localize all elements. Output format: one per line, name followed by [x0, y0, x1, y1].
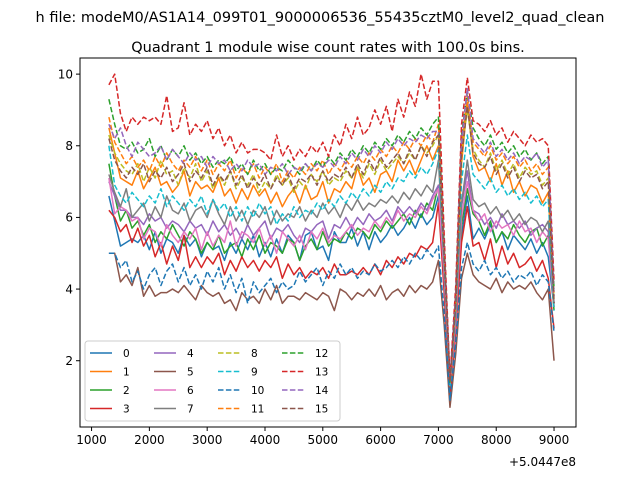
- legend-label-2: 2: [123, 385, 130, 397]
- x-tick-label: 4000: [250, 433, 281, 447]
- series-line-13: [108, 73, 555, 380]
- x-tick-label: 3000: [192, 433, 223, 447]
- x-tick-label: 7000: [423, 433, 454, 447]
- series-line-1: [108, 102, 555, 387]
- x-tick-label: 6000: [365, 433, 396, 447]
- series-line-5: [108, 252, 555, 409]
- y-tick-label: 2: [65, 354, 73, 368]
- legend-label-3: 3: [123, 403, 130, 415]
- legend-label-1: 1: [123, 366, 130, 378]
- legend-label-15: 15: [315, 403, 328, 415]
- series-line-15: [108, 105, 555, 383]
- legend-label-0: 0: [123, 348, 130, 360]
- series-line-6: [108, 177, 555, 387]
- y-tick-label: 4: [65, 282, 73, 296]
- series-line-2: [108, 163, 555, 391]
- plot-frame: [79, 57, 577, 428]
- x-axis: 1000 2000 3000 4000 5000 6000 7000 8000 9000: [76, 427, 569, 447]
- x-axis-offset-label: +5.0447e8: [509, 455, 576, 469]
- legend-label-4: 4: [187, 348, 194, 360]
- x-tick-label: 5000: [308, 433, 339, 447]
- legend-label-7: 7: [187, 403, 194, 415]
- legend-label-13: 13: [315, 366, 328, 378]
- figure-suptitle: h file: modeM0/AS1A14_099T01_9000006536_…: [36, 10, 605, 26]
- legend-label-5: 5: [187, 366, 194, 378]
- legend-label-12: 12: [315, 348, 328, 360]
- series-lines: [108, 73, 555, 409]
- legend-label-6: 6: [187, 385, 194, 397]
- legend-label-10: 10: [251, 385, 264, 397]
- series-line-10: [108, 241, 555, 401]
- y-tick-label: 6: [65, 211, 73, 225]
- series-line-9: [108, 134, 555, 387]
- legend-label-8: 8: [251, 348, 258, 360]
- series-line-3: [108, 202, 555, 398]
- y-tick-label: 8: [65, 139, 73, 153]
- legend-label-11: 11: [251, 403, 264, 415]
- series-line-7: [108, 159, 555, 383]
- series-line-4: [108, 170, 555, 383]
- y-tick-label: 10: [58, 67, 73, 81]
- chart-title: Quadrant 1 module wise count rates with …: [131, 40, 525, 56]
- x-tick-label: 8000: [481, 433, 512, 447]
- legend-label-14: 14: [315, 385, 329, 397]
- legend-box: [84, 340, 341, 422]
- y-axis: 2 4 6 8 10: [58, 67, 80, 368]
- series-line-8: [108, 109, 555, 383]
- legend-label-9: 9: [251, 366, 258, 378]
- x-tick-label: 1000: [76, 433, 107, 447]
- x-tick-label: 2000: [134, 433, 165, 447]
- series-line-14: [108, 87, 555, 380]
- x-tick-label: 9000: [539, 433, 570, 447]
- series-line-12: [108, 91, 555, 383]
